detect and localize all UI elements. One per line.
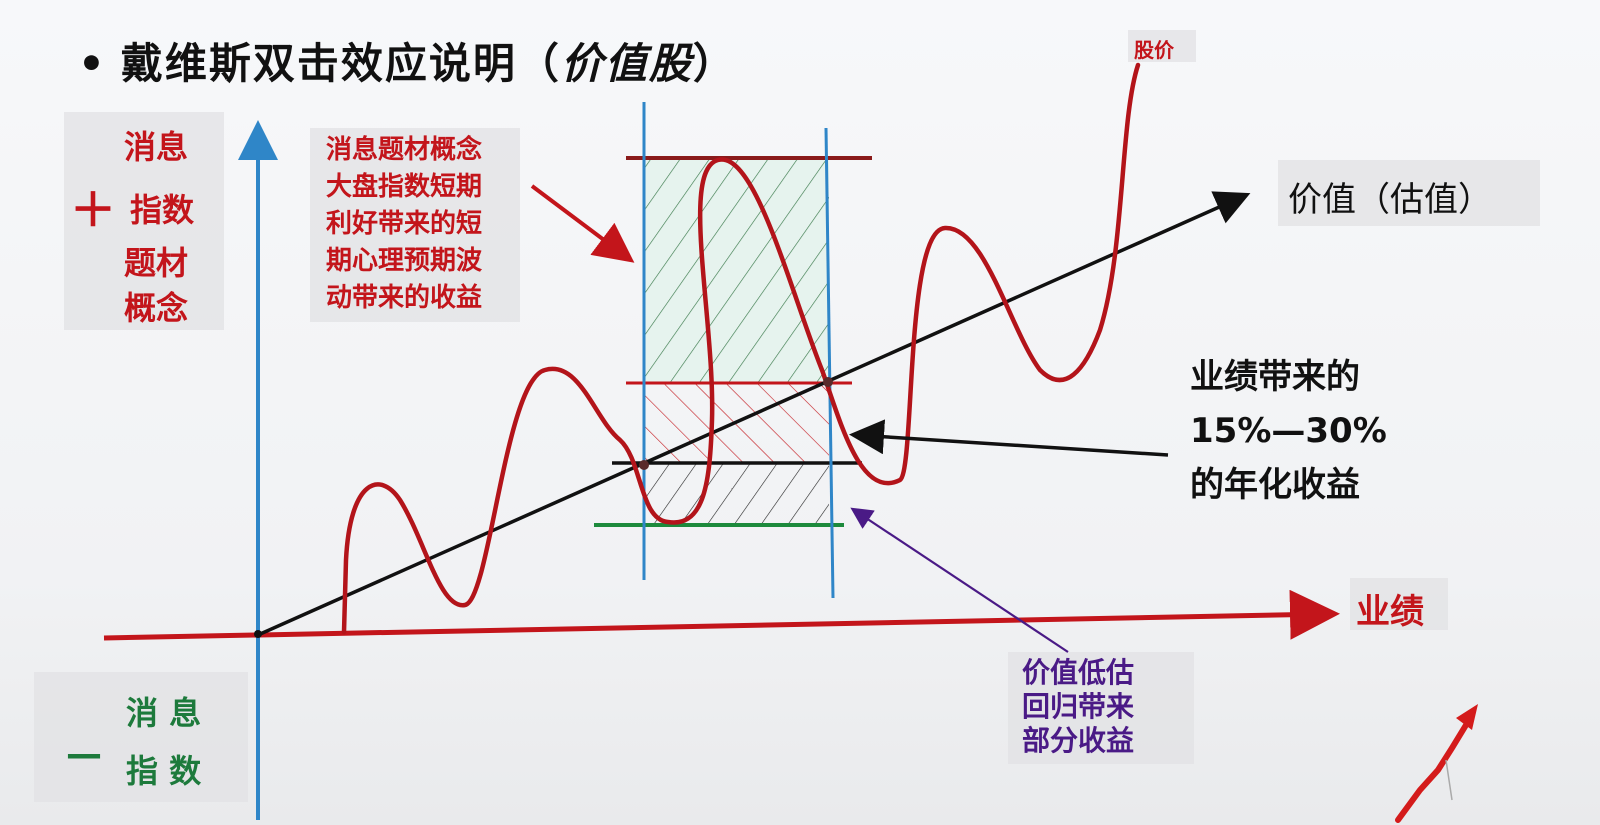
negative-factors-box <box>34 672 248 802</box>
band-right-line <box>824 127 835 599</box>
origin-point <box>254 630 262 638</box>
callout-bottom-line: 回归带来 <box>1022 690 1135 723</box>
callout-right-line: 的年化收益 <box>1190 465 1360 505</box>
plus-label-news: 消息 <box>124 128 189 166</box>
earnings-return-callout: 业绩带来的 15%—30% 的年化收益 <box>1190 350 1410 512</box>
value-axis-label: 价值（估值） <box>1288 180 1492 220</box>
callout-top-line: 消息题材概念 <box>326 135 483 165</box>
plus-label-index: 指数 <box>130 191 195 229</box>
speculative-gain-callout: 消息题材概念 大盘指数短期 利好带来的短 期心理预期波 动带来的收益 <box>326 132 516 317</box>
earnings-callout-arrow <box>849 419 1169 457</box>
growth-arrow-icon <box>1395 704 1478 823</box>
callout-right-line: 15%—30% <box>1190 411 1387 451</box>
callout-top-line: 期心理预期波 <box>326 246 483 276</box>
title-main: 戴维斯双击效应说明（ <box>120 39 561 88</box>
plus-sign: ＋ <box>70 183 116 237</box>
value-trend-line <box>257 191 1251 637</box>
earnings-label-box <box>1350 578 1448 630</box>
callout-top-line: 利好带来的短 <box>326 209 483 239</box>
price-axis-label: 股价 <box>1134 38 1174 62</box>
valuation-band <box>643 158 829 525</box>
callout-top-line: 大盘指数短期 <box>326 172 483 202</box>
plus-label-concept: 概念 <box>124 289 189 327</box>
callout-top-line: 动带来的收益 <box>326 283 483 313</box>
speculative-callout-arrow <box>530 184 635 263</box>
value-reversion-callout: 价值低估 回归带来 部分收益 <box>1022 656 1192 758</box>
minus-label-index: 指 数 <box>126 752 202 790</box>
positive-factors-box <box>64 112 224 330</box>
price-curve <box>341 62 1141 635</box>
minus-label-news: 消 息 <box>126 694 202 732</box>
x-axis-earnings <box>103 589 1340 641</box>
earnings-axis-label: 业绩 <box>1356 592 1424 632</box>
value-label-box <box>1278 160 1540 226</box>
fair-value-point <box>639 460 649 470</box>
callout-bottom-line: 价值低估 <box>1022 656 1135 689</box>
callout-right-line: 业绩带来的 <box>1190 357 1360 397</box>
title-bullet: • <box>78 39 107 88</box>
value-reversion-callout-box <box>1008 652 1194 764</box>
mid-value-point <box>823 377 833 387</box>
price-label-box <box>1128 30 1196 62</box>
minus-sign: — <box>66 734 102 775</box>
page-title: • 戴维斯双击效应说明（价值股） <box>78 30 737 91</box>
reversion-callout-arrow <box>850 507 1069 653</box>
speculative-gain-callout-box <box>310 128 520 322</box>
title-italic: 价值股 <box>560 39 693 88</box>
callout-bottom-line: 部分收益 <box>1022 724 1135 757</box>
title-end: ） <box>692 39 737 88</box>
plus-label-theme: 题材 <box>124 244 189 282</box>
